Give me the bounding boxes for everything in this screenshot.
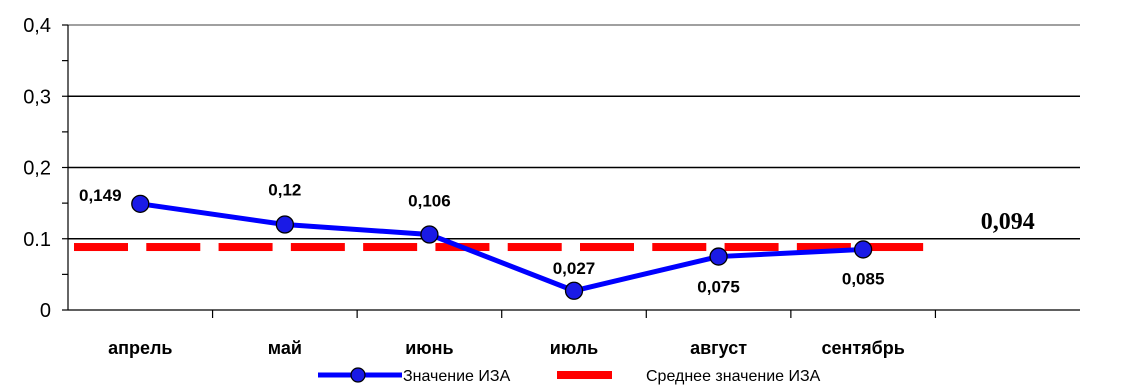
- data-label: 0,106: [408, 191, 451, 210]
- average-line: [74, 243, 924, 252]
- x-tick-label: июнь: [405, 338, 453, 358]
- y-tick-label: 0.1: [23, 229, 51, 251]
- series-marker: [275, 215, 295, 234]
- average-dash: [290, 243, 345, 252]
- average-dash: [218, 243, 273, 252]
- y-tick-label: 0: [40, 300, 51, 322]
- x-tick-label: апрель: [108, 338, 172, 358]
- data-label: 0,085: [842, 269, 885, 288]
- axes: [62, 24, 1080, 318]
- legend-average-swatch: [557, 371, 612, 379]
- x-tick-labels: апрель май июнь июль август сентябрь: [108, 338, 905, 358]
- x-tick-label: сентябрь: [821, 338, 904, 358]
- series-polyline: [139, 201, 864, 294]
- data-labels: 0,094 0,149 0,12 0,106 0,027 0,075 0,085: [79, 181, 1035, 297]
- average-value-label: 0,094: [981, 209, 1035, 235]
- series-marker: [131, 194, 150, 213]
- data-label: 0,027: [553, 259, 596, 278]
- legend: Значение ИЗА Среднее значение ИЗА: [318, 367, 821, 385]
- series-marker: [420, 225, 439, 244]
- data-label: 0,12: [268, 181, 301, 200]
- average-dash: [580, 243, 634, 252]
- data-label: 0,075: [697, 278, 740, 297]
- y-tick-labels: 0 0.1 0,2 0,3 0,4: [23, 15, 51, 322]
- x-tick-label: июль: [550, 338, 599, 358]
- series-marker: [709, 247, 728, 266]
- series-marker: [564, 281, 584, 300]
- series-line: [131, 194, 873, 300]
- average-dash: [869, 243, 924, 252]
- average-dash: [507, 243, 562, 252]
- y-tick-label: 0,2: [23, 158, 51, 180]
- legend-series-label: Значение ИЗА: [403, 368, 511, 385]
- gridlines: [68, 24, 1080, 240]
- average-dash: [724, 243, 779, 252]
- average-dash: [74, 243, 128, 252]
- y-tick-label: 0,3: [23, 86, 51, 108]
- average-dash: [146, 243, 201, 252]
- average-dash: [363, 243, 418, 252]
- legend-average-label: Среднее значение ИЗА: [646, 368, 821, 385]
- x-tick-label: май: [268, 338, 302, 358]
- series-marker: [853, 240, 873, 259]
- data-label: 0,149: [79, 186, 122, 205]
- legend-series-marker: [350, 367, 366, 383]
- x-tick-label: август: [690, 338, 747, 358]
- y-tick-label: 0,4: [23, 15, 51, 37]
- average-dash: [796, 243, 851, 252]
- average-dash: [652, 243, 707, 252]
